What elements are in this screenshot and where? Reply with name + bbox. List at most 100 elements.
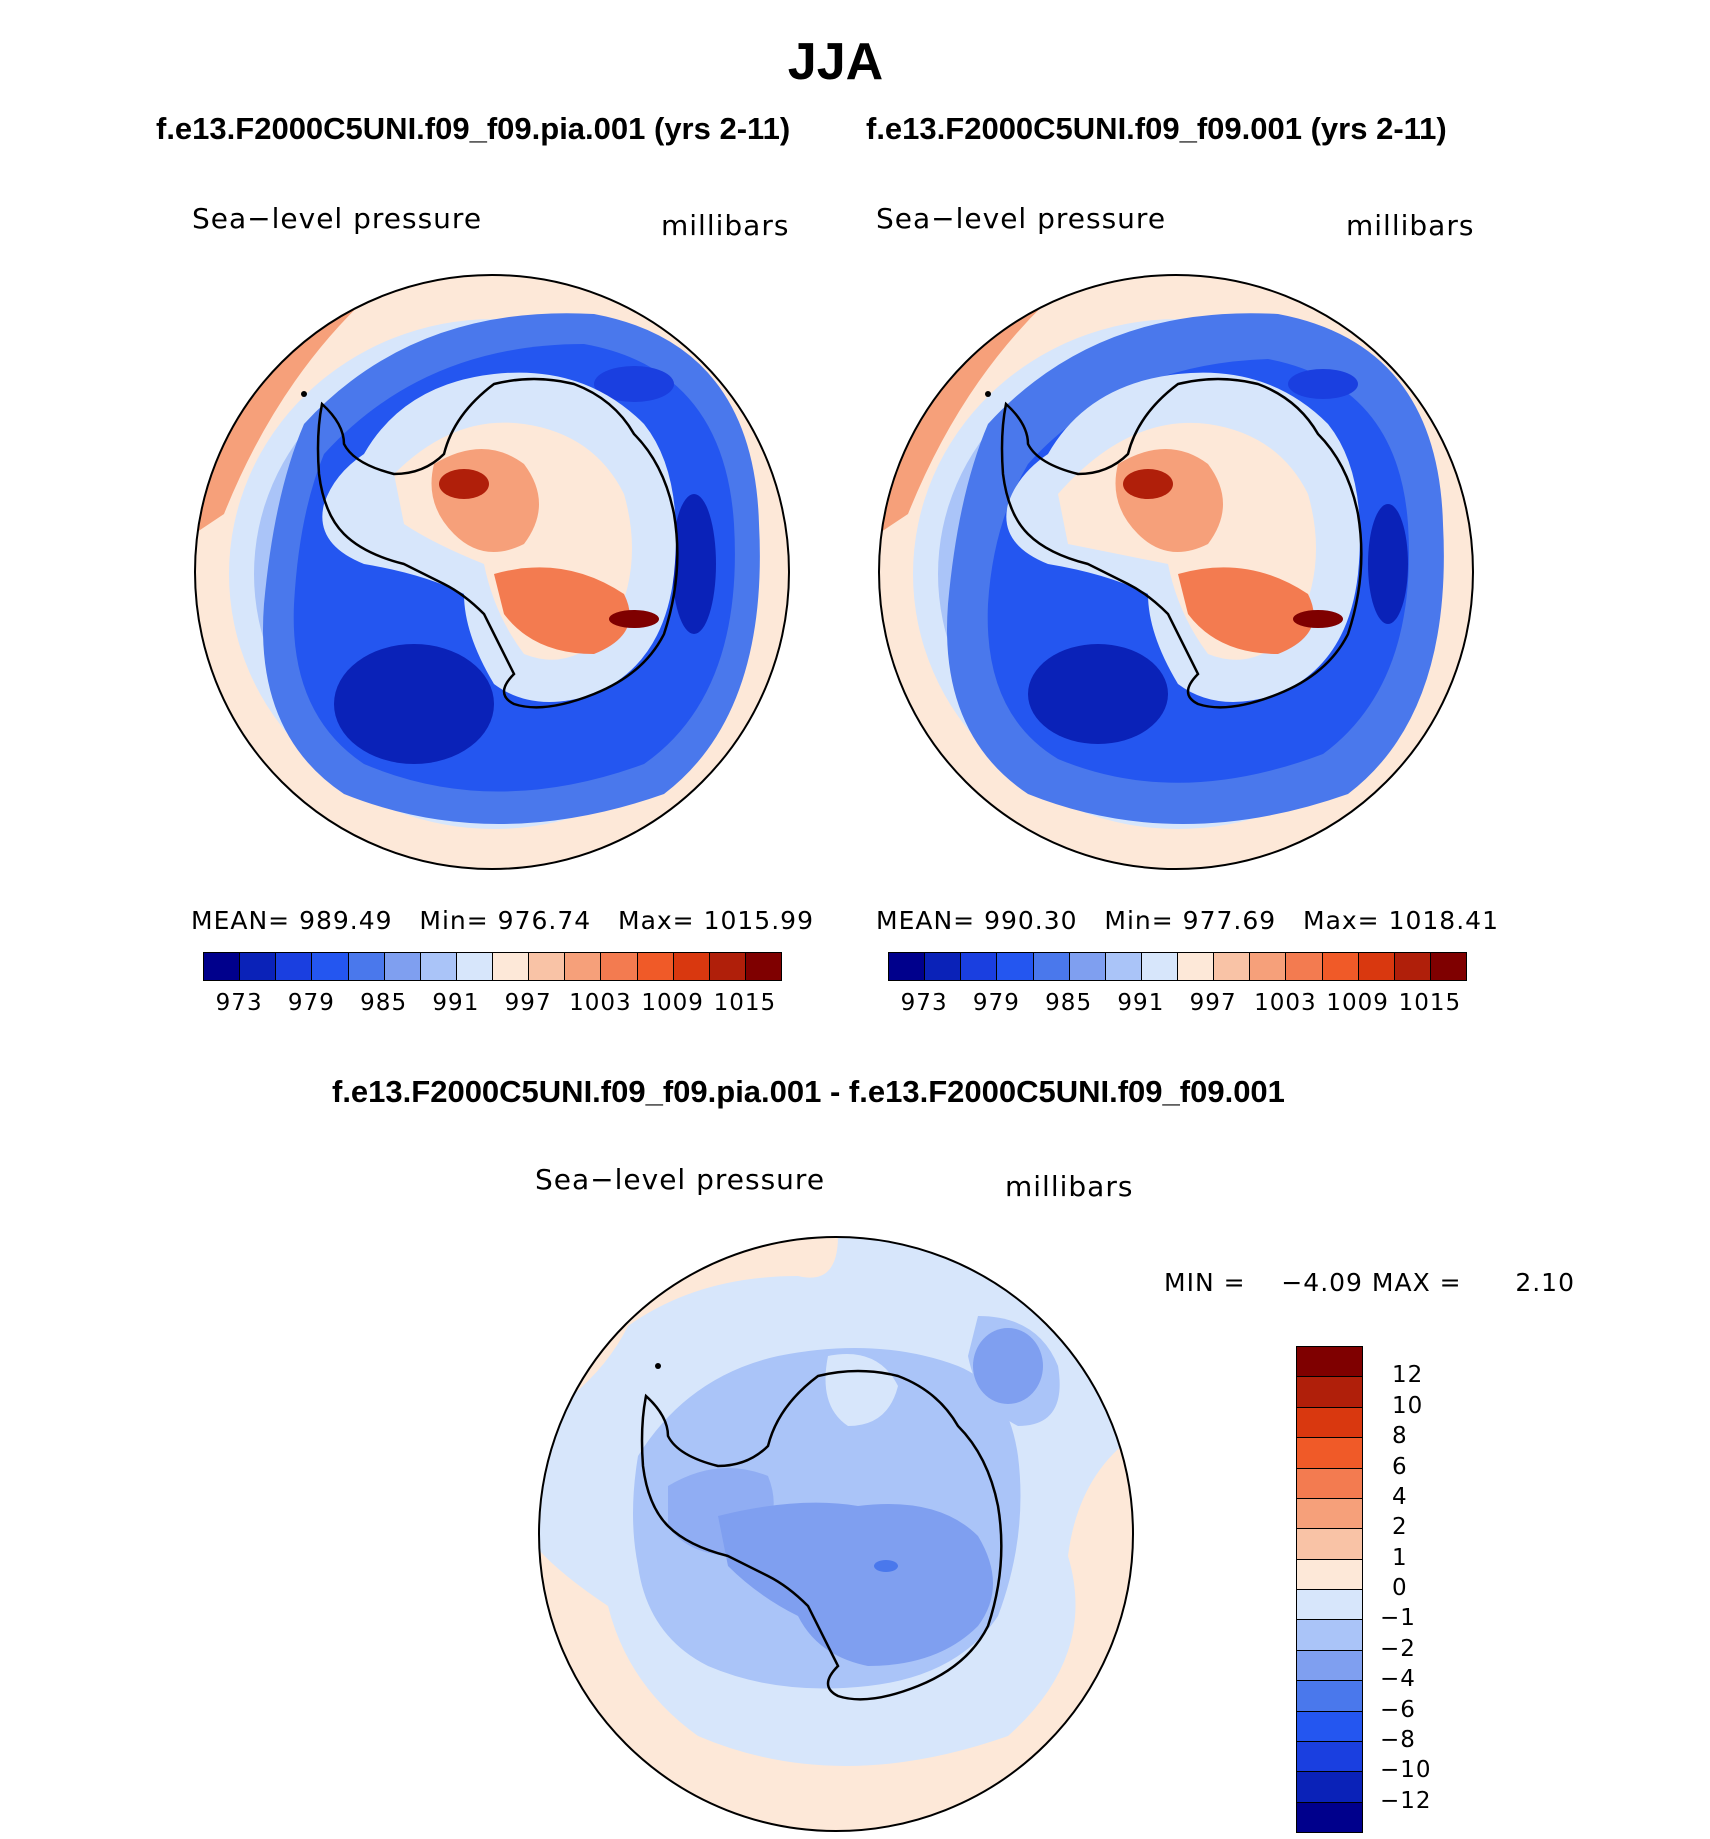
colorbar-swatch — [1296, 1589, 1363, 1621]
colorbar-swatch — [383, 952, 421, 981]
min-label: Min= — [1104, 906, 1174, 935]
colorbar-swatch — [1140, 952, 1178, 981]
min-label: Min= — [419, 906, 489, 935]
max-label: MAX = — [1371, 1268, 1462, 1297]
colorbar-swatch — [311, 952, 349, 981]
high-center-plateau — [1123, 469, 1173, 499]
colorbar-swatch — [996, 952, 1034, 981]
colorbar-swatch — [528, 952, 566, 981]
colorbar-swatch — [1321, 952, 1359, 981]
panel-1-polar-map — [194, 274, 790, 870]
colorbar-swatch — [347, 952, 385, 981]
panel-1-units-label: millibars — [661, 209, 790, 242]
high-center-plateau — [439, 469, 489, 499]
colorbar-swatch — [744, 952, 782, 981]
mean-value: 989.49 — [299, 906, 393, 935]
colorbar-tick-label: 991 — [432, 990, 480, 1016]
panel-2-case-title: f.e13.F2000C5UNI.f09_f09.001 (yrs 2-11) — [866, 111, 1447, 146]
panel-1-stats: MEAN= 989.49 Min= 976.74 Max= 1015.99 — [191, 906, 814, 935]
colorbar-swatch — [1104, 952, 1142, 981]
coastline — [640, 1369, 1003, 1701]
colorbar-swatch — [1032, 952, 1070, 981]
colorbar-tick-label: 1003 — [569, 990, 632, 1016]
low-center-ross — [334, 644, 494, 764]
colorbar-tick-label: 997 — [1189, 990, 1237, 1016]
colorbar-tick-label: 1 — [1392, 1544, 1408, 1571]
colorbar-swatch — [1296, 1406, 1363, 1439]
colorbar-tick-label: −10 — [1380, 1757, 1432, 1784]
colorbar-tick-label: 991 — [1117, 990, 1165, 1016]
max-value: 1018.41 — [1388, 906, 1499, 935]
mean-label: MEAN= — [876, 906, 976, 935]
colorbar-tick-label: 979 — [972, 990, 1020, 1016]
colorbar-swatch — [455, 952, 493, 981]
colorbar-tick-label: 1015 — [713, 990, 777, 1016]
colorbar-swatch — [1296, 1649, 1363, 1682]
colorbar-tick-label: −12 — [1380, 1787, 1432, 1814]
colorbar-tick-label: −1 — [1380, 1605, 1416, 1632]
colorbar-swatch — [1296, 1771, 1363, 1803]
colorbar-swatch — [960, 952, 998, 981]
colorbar-tick-label: −2 — [1380, 1635, 1416, 1662]
min-value: −4.09 — [1281, 1268, 1363, 1297]
panel-1-variable-label: Sea−level pressure — [192, 202, 483, 235]
panel-2-variable-label: Sea−level pressure — [876, 202, 1167, 235]
colorbar-swatch — [564, 952, 602, 981]
colorbar-swatch — [1296, 1346, 1363, 1378]
max-label: Max= — [618, 906, 695, 935]
mean-label: MEAN= — [191, 906, 291, 935]
colorbar-tick-label: 1015 — [1398, 990, 1462, 1016]
difference-stats: MIN = −4.09 MAX = 2.10 — [1164, 1268, 1575, 1297]
colorbar-swatch — [888, 952, 926, 981]
page-title: JJA — [787, 33, 884, 91]
colorbar-swatch — [1296, 1680, 1363, 1712]
colorbar-swatch — [1357, 952, 1395, 981]
colorbar-tick-label: 997 — [504, 990, 552, 1016]
difference-polar-map — [538, 1236, 1134, 1832]
colorbar-swatch — [1296, 1619, 1363, 1651]
colorbar-swatch — [419, 952, 457, 981]
max-value: 2.10 — [1515, 1268, 1575, 1297]
colorbar-swatch — [275, 952, 313, 981]
difference-units-label: millibars — [1005, 1170, 1134, 1203]
panel-2-units-label: millibars — [1346, 209, 1475, 242]
difference-colorbar-ticks: 12 10 8 6 4 2 1 0 −1 −2 −4 −6 −8 −10 −12 — [1380, 1346, 1500, 1832]
colorbar-tick-label: 6 — [1392, 1453, 1408, 1480]
min-value: 976.74 — [497, 906, 592, 935]
colorbar-tick-label: 985 — [360, 990, 408, 1016]
colorbar-swatch — [239, 952, 277, 981]
colorbar-tick-label: 985 — [1045, 990, 1093, 1016]
colorbar-swatch — [1429, 952, 1467, 981]
colorbar-swatch — [708, 952, 746, 981]
colorbar-tick-label: 973 — [900, 990, 948, 1016]
panel-2-stats: MEAN= 990.30 Min= 977.69 Max= 1018.41 — [876, 906, 1499, 935]
colorbar-swatch — [1296, 1437, 1363, 1469]
max-value: 1015.99 — [703, 906, 814, 935]
colorbar-tick-label: 1009 — [1326, 990, 1389, 1016]
colorbar-swatch — [1296, 1467, 1363, 1499]
panel-1-case-title: f.e13.F2000C5UNI.f09_f09.pia.001 (yrs 2-… — [156, 111, 791, 146]
difference-variable-label: Sea−level pressure — [535, 1163, 826, 1196]
colorbar-swatch — [1393, 952, 1431, 981]
colorbar-tick-label: 8 — [1392, 1423, 1408, 1450]
panel-1-colorbar-ticks: 973 979 985 991 997 1003 1009 1015 — [0, 990, 1710, 1020]
colorbar-tick-label: −8 — [1380, 1726, 1416, 1753]
difference-colorbar — [1296, 1346, 1363, 1833]
max-label: Max= — [1303, 906, 1380, 935]
panel-2-polar-map — [878, 274, 1474, 870]
positive-ring — [1078, 1676, 1133, 1831]
colorbar-tick-label: −4 — [1380, 1666, 1416, 1693]
mean-value: 990.30 — [984, 906, 1078, 935]
min-value: 977.69 — [1182, 906, 1277, 935]
colorbar-swatch — [1249, 952, 1287, 981]
colorbar-swatch — [1213, 952, 1251, 981]
continent-anomaly — [718, 1502, 993, 1666]
panel-1-colorbar — [203, 952, 782, 981]
panel-2-colorbar-ticks: 973 979 985 991 997 1003 1009 1015 — [0, 990, 1710, 1020]
panel-2-colorbar — [888, 952, 1467, 981]
colorbar-swatch — [203, 952, 241, 981]
colorbar-swatch — [1177, 952, 1215, 981]
min-label: MIN = — [1164, 1268, 1246, 1297]
colorbar-tick-label: 12 — [1392, 1362, 1424, 1389]
colorbar-tick-label: 1009 — [641, 990, 704, 1016]
